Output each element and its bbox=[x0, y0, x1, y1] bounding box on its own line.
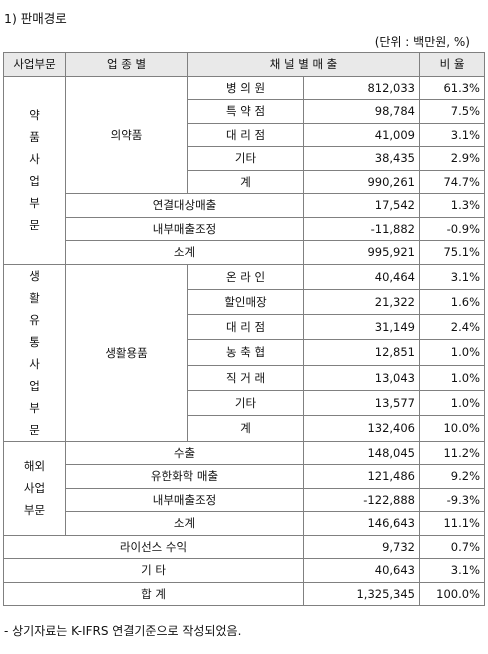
header-row: 사업부문 업 종 별 채 널 별 매 출 비 율 bbox=[3, 52, 485, 77]
section-title: 1) 판매경로 bbox=[4, 11, 67, 26]
channel-cell: 할인매장 bbox=[187, 288, 304, 316]
table-row: 내부매출조정 -11,882 -0.9% bbox=[4, 216, 485, 241]
channel-cell: 기타 bbox=[187, 146, 304, 171]
amount-cell: 146,643 bbox=[303, 511, 420, 536]
table-row: 소계 146,643 11.1% bbox=[4, 511, 485, 536]
ratio-cell: 1.0% bbox=[419, 389, 485, 417]
amount-cell: 990,261 bbox=[303, 169, 420, 194]
label-cell: 소계 bbox=[65, 511, 304, 536]
channel-cell: 직 거 래 bbox=[187, 364, 304, 391]
amount-cell: 13,043 bbox=[303, 364, 420, 391]
total-ratio: 100.0% bbox=[419, 581, 485, 606]
table-row: 내부매출조정 -122,888 -9.3% bbox=[4, 487, 485, 512]
ratio-cell: 2.4% bbox=[419, 314, 485, 341]
ratio-cell: -9.3% bbox=[419, 487, 485, 512]
amount-cell: 40,643 bbox=[303, 558, 420, 583]
table-row: 연결대상매출 17,542 1.3% bbox=[4, 193, 485, 218]
channel-cell: 대 리 점 bbox=[187, 122, 304, 147]
amount-cell: 9,732 bbox=[303, 534, 420, 559]
header-type: 업 종 별 bbox=[65, 52, 188, 77]
ratio-cell: 1.3% bbox=[419, 193, 485, 218]
amount-cell: 31,149 bbox=[303, 314, 420, 341]
label-cell: 내부매출조정 bbox=[65, 487, 304, 512]
product-pharma: 의약품 bbox=[65, 75, 188, 194]
table-row: 계 990,261 74.7% bbox=[4, 169, 485, 194]
channel-cell: 병 의 원 bbox=[187, 75, 304, 100]
ratio-cell: 3.1% bbox=[419, 122, 485, 147]
segment-overseas: 해외 사업 부문 bbox=[3, 440, 66, 536]
ratio-cell: 3.1% bbox=[419, 263, 485, 290]
amount-cell: 12,851 bbox=[303, 339, 420, 366]
ratio-cell: 1.0% bbox=[419, 364, 485, 391]
ratio-cell: 3.1% bbox=[419, 558, 485, 583]
header-segment: 사업부문 bbox=[3, 52, 66, 77]
amount-cell: 812,033 bbox=[303, 75, 420, 100]
label-cell: 연결대상매출 bbox=[65, 193, 304, 218]
table-row: 라이선스 수익 9,732 0.7% bbox=[3, 534, 485, 559]
ratio-cell: 1.0% bbox=[419, 339, 485, 366]
license-label: 라이선스 수익 bbox=[3, 534, 304, 559]
unit-note: (단위 : 백만원, %) bbox=[374, 35, 470, 49]
amount-cell: 17,542 bbox=[303, 193, 420, 218]
amount-cell: -122,888 bbox=[303, 487, 420, 512]
channel-cell: 농 축 협 bbox=[187, 339, 304, 366]
amount-cell: 148,045 bbox=[303, 440, 420, 465]
ratio-cell: 74.7% bbox=[419, 169, 485, 194]
amount-cell: 40,464 bbox=[303, 263, 420, 290]
table-row: 대 리 점 41,009 3.1% bbox=[4, 122, 485, 147]
ratio-cell: 7.5% bbox=[419, 99, 485, 124]
label-cell: 내부매출조정 bbox=[65, 216, 304, 241]
product-living: 생활용품 bbox=[65, 263, 188, 442]
channel-cell: 온 라 인 bbox=[187, 263, 304, 290]
amount-cell: 121,486 bbox=[303, 464, 420, 489]
amount-cell: 13,577 bbox=[303, 389, 420, 417]
ratio-cell: 11.1% bbox=[419, 511, 485, 536]
channel-cell: 계 bbox=[187, 169, 304, 194]
channel-cell: 기타 bbox=[187, 389, 304, 417]
ratio-cell: 61.3% bbox=[419, 75, 485, 100]
amount-cell: 132,406 bbox=[303, 415, 420, 442]
channel-cell: 계 bbox=[187, 415, 304, 442]
footnote: - 상기자료는 K-IFRS 연결기준으로 작성되었음. bbox=[4, 624, 242, 638]
label-cell: 수출 bbox=[65, 440, 304, 465]
total-row: 합 계 1,325,345 100.0% bbox=[3, 581, 485, 606]
table-row: 계 132,406 10.0% bbox=[4, 415, 485, 442]
amount-cell: 41,009 bbox=[303, 122, 420, 147]
ratio-cell: 11.2% bbox=[419, 440, 485, 465]
header-ratio: 비 율 bbox=[419, 52, 485, 77]
channel-cell: 특 약 점 bbox=[187, 99, 304, 124]
amount-cell: 38,435 bbox=[303, 146, 420, 171]
amount-cell: -11,882 bbox=[303, 216, 420, 241]
table-row: 유한화학 매출 121,486 9.2% bbox=[4, 464, 485, 489]
ratio-cell: 0.7% bbox=[419, 534, 485, 559]
table-row: 기 타 40,643 3.1% bbox=[3, 558, 485, 583]
total-label: 합 계 bbox=[3, 581, 304, 606]
table-row: 해외 사업 부문 수출 148,045 11.2% bbox=[3, 440, 485, 536]
amount-cell: 995,921 bbox=[303, 240, 420, 265]
amount-cell: 21,322 bbox=[303, 288, 420, 316]
channel-cell: 대 리 점 bbox=[187, 314, 304, 341]
ratio-cell: 75.1% bbox=[419, 240, 485, 265]
header-channel: 채 널 별 매 출 bbox=[187, 52, 420, 77]
ratio-cell: 9.2% bbox=[419, 464, 485, 489]
other-label: 기 타 bbox=[3, 558, 304, 583]
ratio-cell: 2.9% bbox=[419, 146, 485, 171]
table-row: 소계 995,921 75.1% bbox=[4, 240, 485, 265]
ratio-cell: 1.6% bbox=[419, 288, 485, 316]
amount-cell: 98,784 bbox=[303, 99, 420, 124]
ratio-cell: -0.9% bbox=[419, 216, 485, 241]
table-row: 기타 38,435 2.9% bbox=[4, 146, 485, 171]
table-row: 대 리 점 31,149 2.4% bbox=[4, 314, 485, 341]
ratio-cell: 10.0% bbox=[419, 415, 485, 442]
total-amount: 1,325,345 bbox=[303, 581, 420, 606]
label-cell: 유한화학 매출 bbox=[65, 464, 304, 489]
table-row: 특 약 점 98,784 7.5% bbox=[4, 99, 485, 124]
label-cell: 소계 bbox=[65, 240, 304, 265]
